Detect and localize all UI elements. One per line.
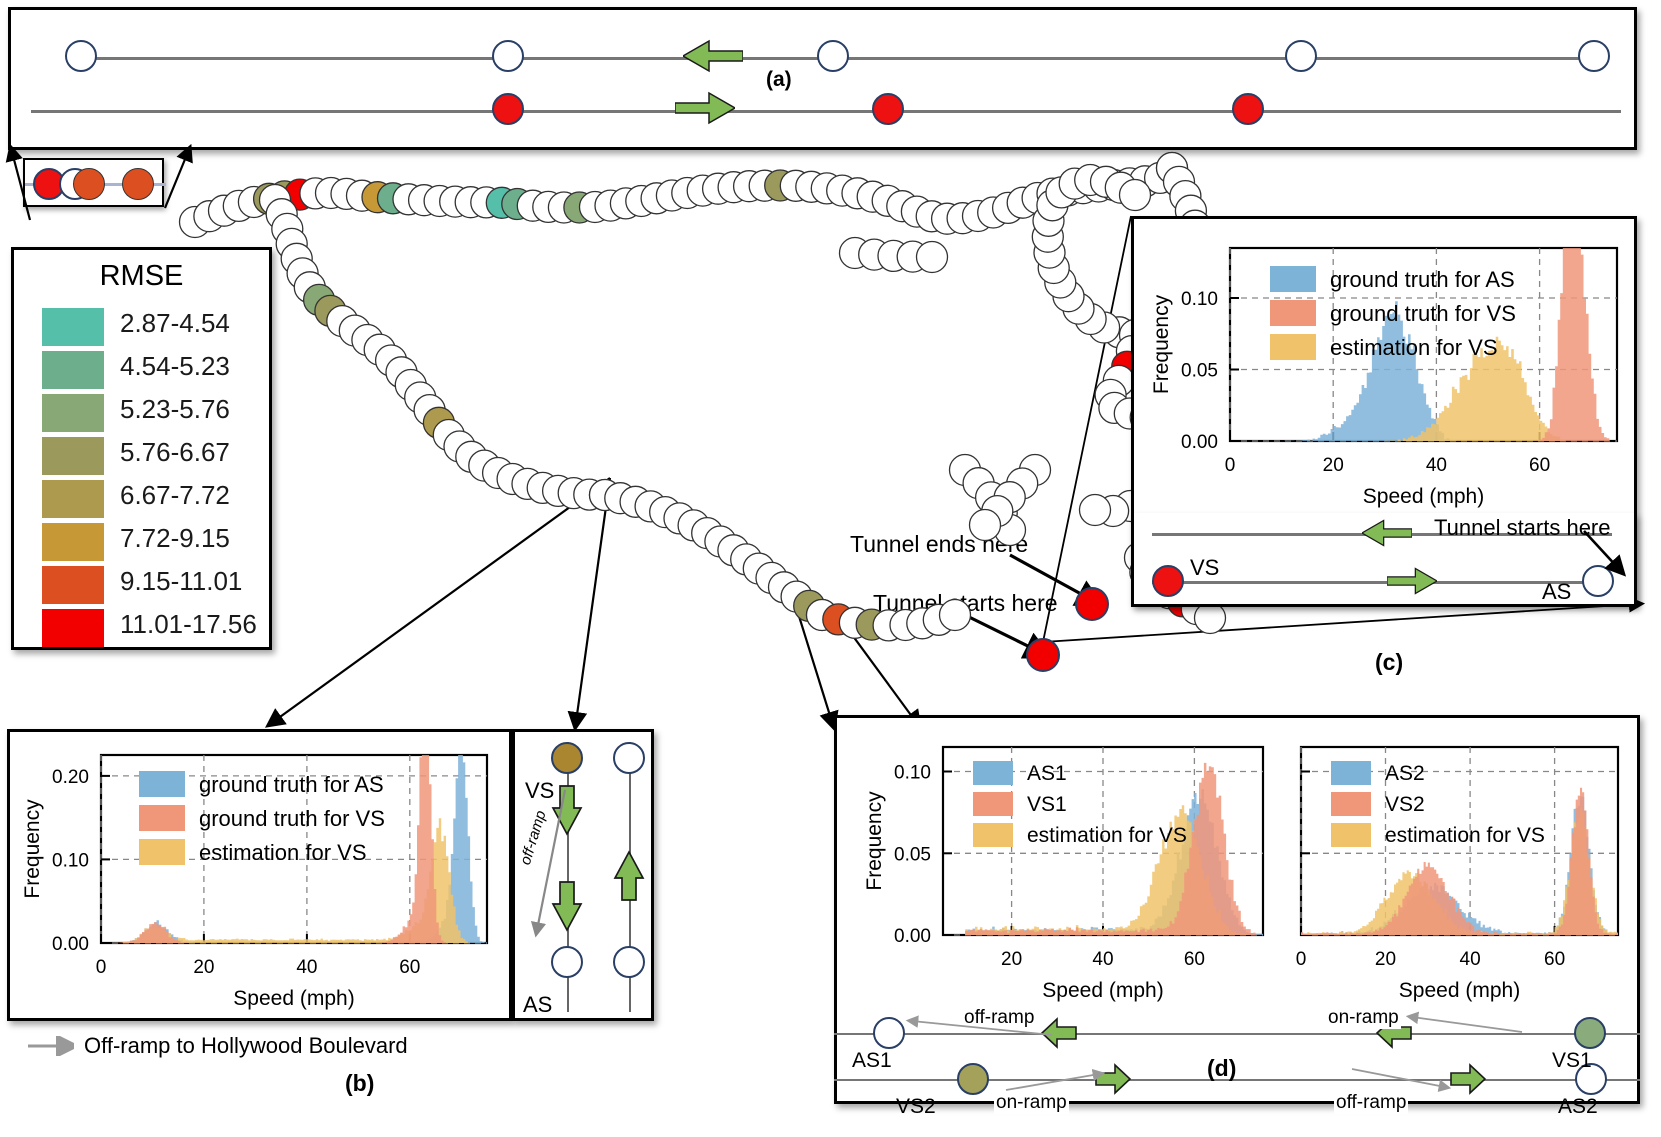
svg-text:0.05: 0.05 bbox=[894, 844, 931, 865]
svg-text:Speed (mph): Speed (mph) bbox=[1042, 979, 1163, 1002]
svg-text:Speed (mph): Speed (mph) bbox=[1399, 979, 1520, 1002]
svg-text:60: 60 bbox=[1544, 949, 1565, 970]
svg-text:VS1: VS1 bbox=[1027, 793, 1067, 816]
svg-text:40: 40 bbox=[1460, 949, 1481, 970]
svg-text:0: 0 bbox=[1296, 949, 1307, 970]
svg-text:Frequency: Frequency bbox=[863, 791, 886, 891]
svg-text:0.10: 0.10 bbox=[894, 763, 931, 784]
svg-text:40: 40 bbox=[1092, 949, 1113, 970]
svg-text:estimation for VS: estimation for VS bbox=[1385, 824, 1545, 847]
svg-text:60: 60 bbox=[1184, 949, 1205, 970]
svg-text:VS2: VS2 bbox=[1385, 793, 1425, 816]
svg-text:AS1: AS1 bbox=[1027, 762, 1067, 785]
svg-text:AS2: AS2 bbox=[1385, 762, 1425, 785]
svg-text:20: 20 bbox=[1375, 949, 1396, 970]
svg-text:estimation for VS: estimation for VS bbox=[1027, 824, 1187, 847]
svg-text:20: 20 bbox=[1001, 949, 1022, 970]
svg-text:0.00: 0.00 bbox=[894, 926, 931, 947]
